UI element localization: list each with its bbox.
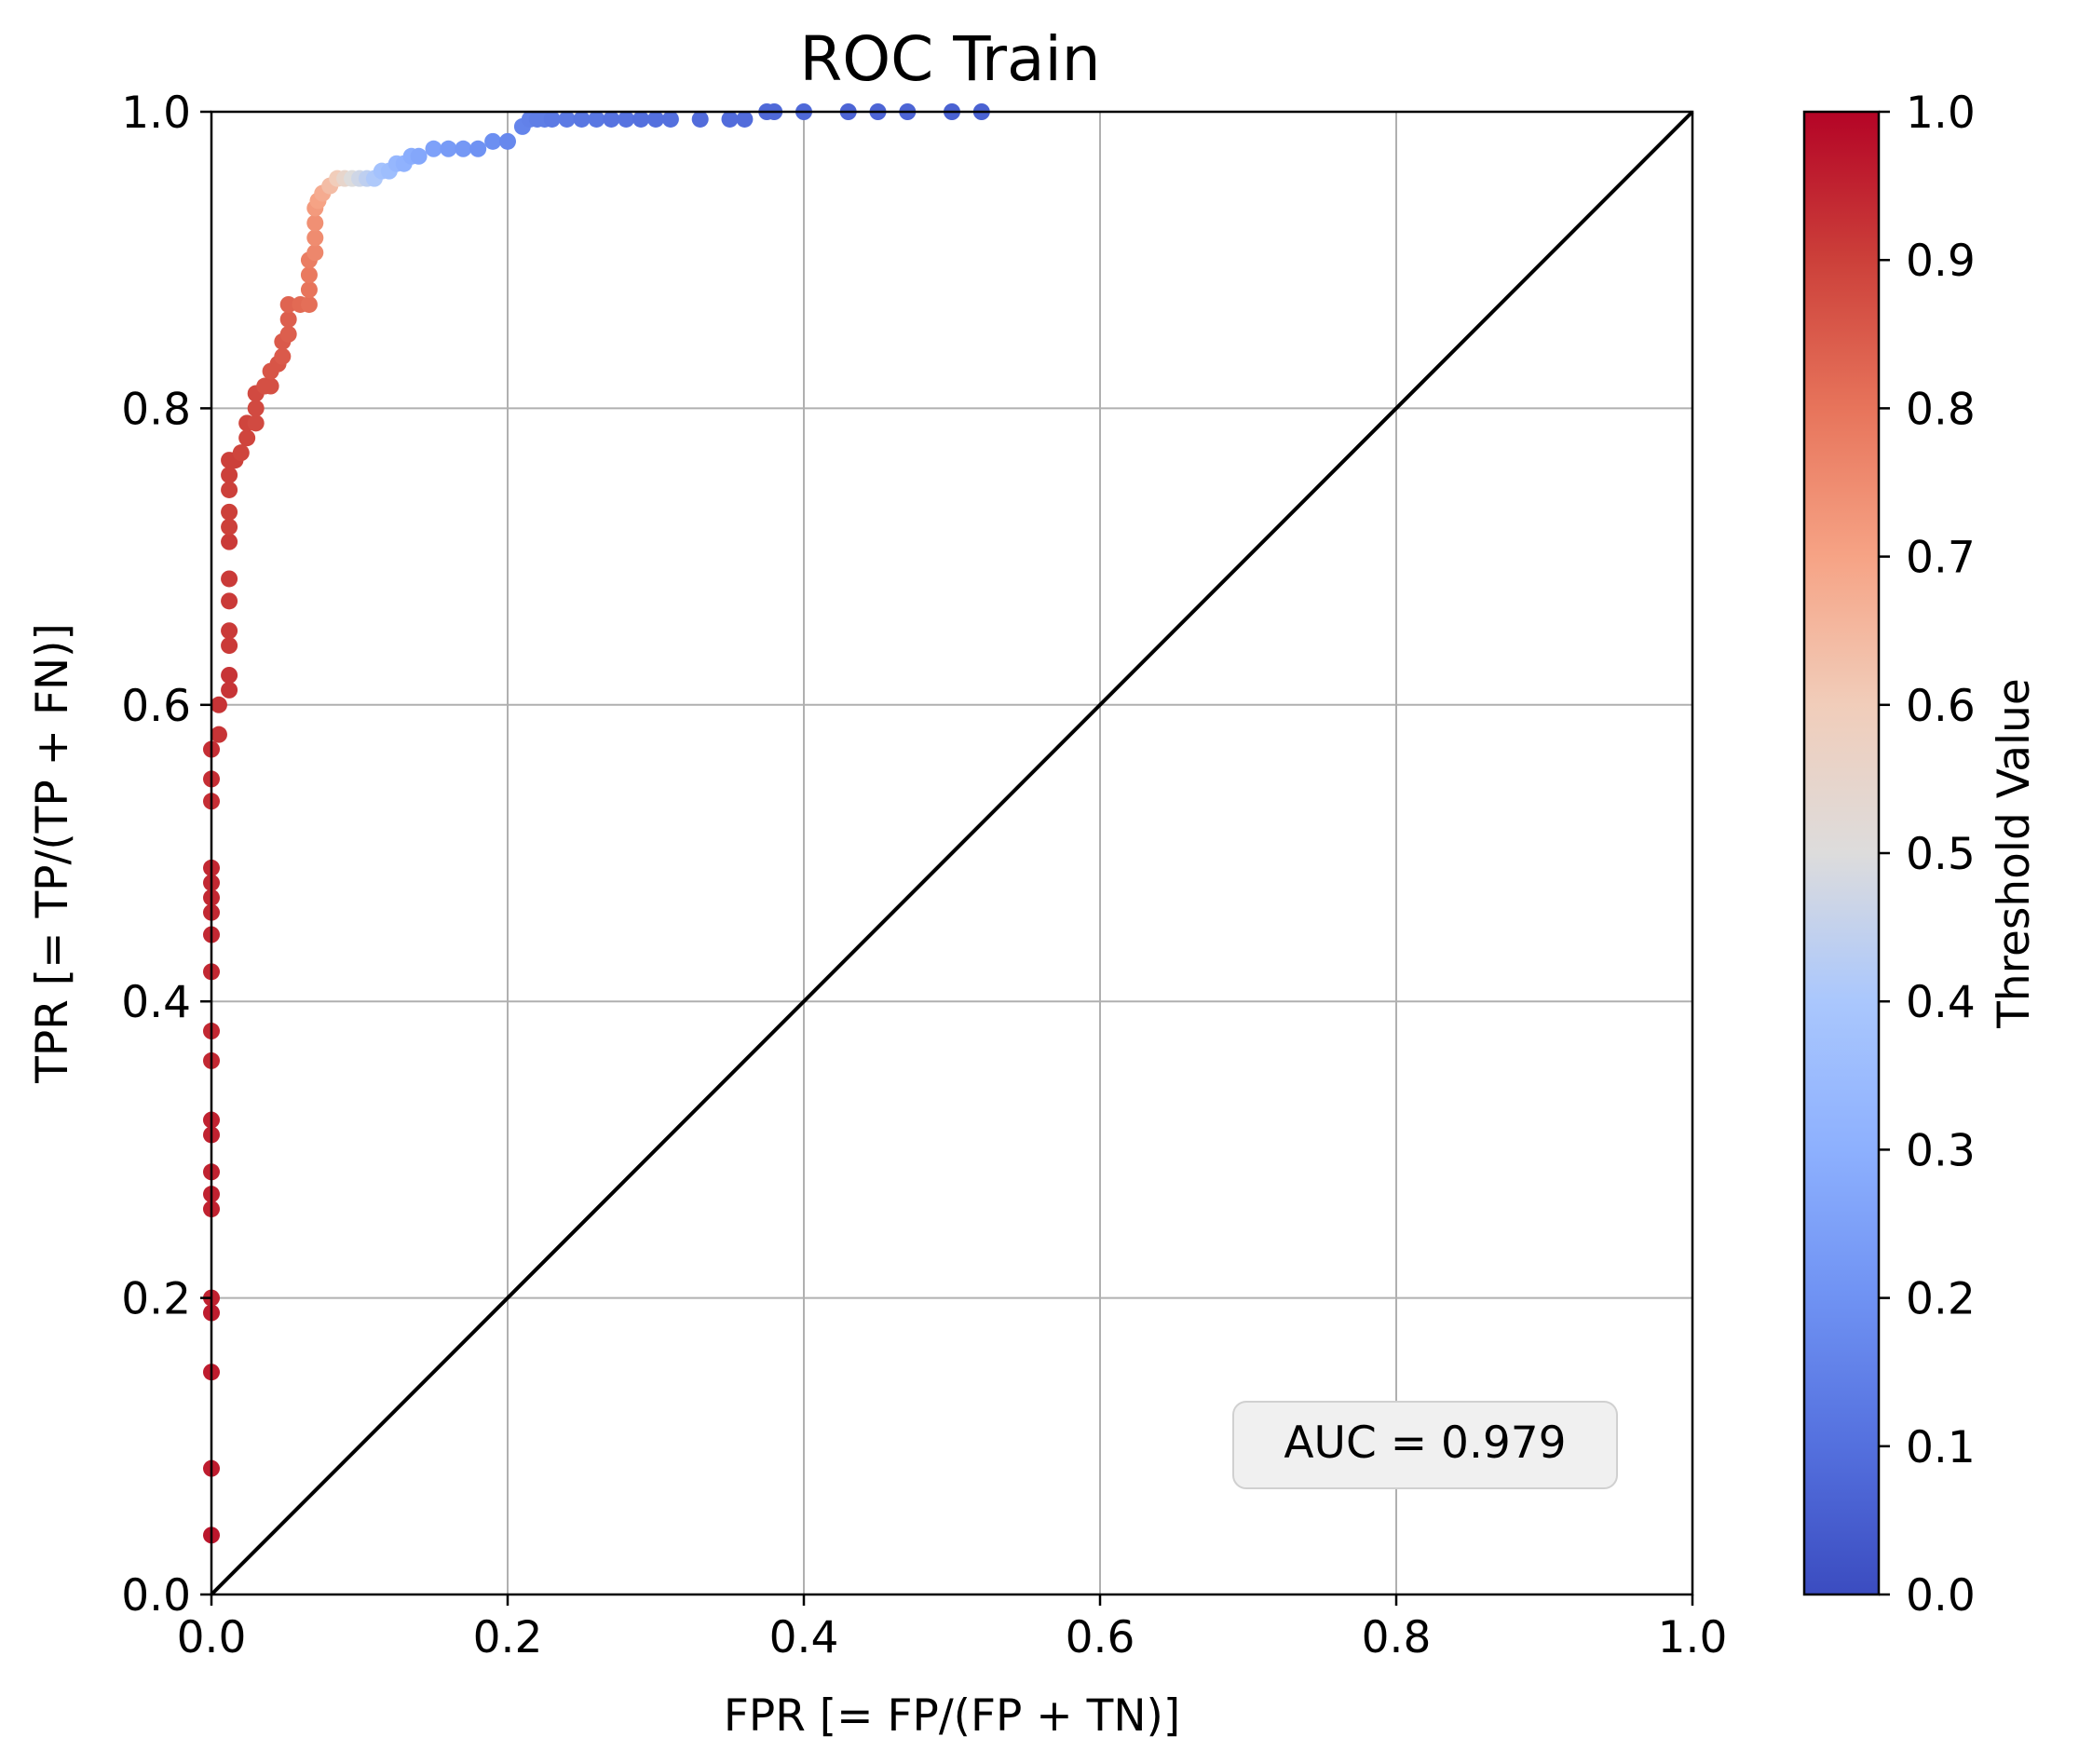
roc-point-52 [300, 295, 318, 313]
y-tick-label-2: 0.4 [121, 977, 191, 1028]
roc-point-93 [661, 110, 679, 128]
x-tick-label-5: 1.0 [1658, 1612, 1728, 1663]
roc-point-58 [306, 214, 324, 232]
roc-point-77 [455, 140, 472, 157]
roc-point-28 [221, 570, 238, 588]
x-tick-label-3: 0.6 [1066, 1612, 1135, 1663]
y-tick-label-5: 1.0 [121, 88, 191, 139]
colorbar-tick-label-10: 1.0 [1906, 88, 1976, 139]
roc-point-33 [221, 467, 238, 484]
roc-point-21 [210, 726, 227, 743]
roc-point-87 [573, 110, 591, 128]
roc-points [203, 103, 990, 1544]
roc-point-74 [410, 147, 428, 165]
colorbar-label: Threshold Value [1989, 678, 2040, 1029]
roc-point-88 [588, 110, 605, 128]
roc-point-94 [691, 110, 709, 128]
x-tick-label-1: 0.2 [473, 1612, 543, 1663]
roc-point-39 [247, 414, 265, 432]
y-tick-label-1: 0.2 [121, 1274, 191, 1325]
roc-point-31 [221, 503, 238, 521]
auc-annotation: AUC = 0.979 [1232, 1401, 1618, 1489]
y-tick-label-4: 0.8 [121, 384, 191, 435]
roc-point-92 [647, 110, 664, 128]
roc-point-27 [221, 592, 238, 610]
roc-point-24 [221, 666, 238, 684]
roc-point-26 [221, 622, 238, 640]
roc-point-29 [221, 533, 238, 550]
x-tick-label-2: 0.4 [769, 1612, 839, 1663]
colorbar-tick-label-0: 0.0 [1906, 1570, 1976, 1622]
roc-point-57 [306, 229, 324, 247]
colorbar-gradient [1802, 110, 1881, 1596]
roc-point-32 [221, 481, 238, 498]
x-axis-ticks: 0.0 0.2 0.4 0.6 0.8 1.0 [177, 1594, 1728, 1663]
y-tick-label-0: 0.0 [121, 1570, 191, 1622]
colorbar-tick-label-1: 0.1 [1906, 1422, 1976, 1473]
roc-point-25 [221, 637, 238, 655]
roc-point-53 [300, 281, 318, 299]
colorbar-tick-label-4: 0.4 [1906, 977, 1976, 1028]
roc-point-46 [274, 347, 292, 365]
chart-title: ROC Train [799, 23, 1100, 95]
roc-point-36 [232, 444, 250, 462]
roc-point-22 [210, 696, 227, 713]
roc-point-43 [262, 377, 279, 395]
colorbar-tick-label-5: 0.5 [1906, 829, 1976, 880]
x-tick-label-4: 0.8 [1362, 1612, 1432, 1663]
roc-point-54 [300, 266, 318, 284]
roc-point-23 [221, 681, 238, 699]
roc-point-85 [543, 110, 561, 128]
colorbar-tick-label-7: 0.7 [1906, 533, 1976, 584]
roc-point-91 [632, 110, 650, 128]
y-axis-label: TPR [= TP/(TP + FN)] [27, 623, 78, 1084]
roc-point-95 [721, 110, 739, 128]
y-axis-ticks: 0.0 0.2 0.4 0.6 0.8 1.0 [121, 88, 211, 1622]
roc-point-40 [247, 400, 265, 417]
roc-point-89 [603, 110, 620, 128]
plot-frame [210, 110, 1694, 1596]
colorbar-tick-label-2: 0.2 [1906, 1274, 1976, 1325]
colorbar-tick-label-3: 0.3 [1906, 1125, 1976, 1176]
roc-point-50 [279, 295, 297, 313]
x-axis-label: FPR [= FP/(FP + TN)] [724, 1690, 1180, 1742]
x-tick-label-0: 0.0 [177, 1612, 247, 1663]
reference-diagonal [210, 110, 1694, 1596]
y-tick-label-3: 0.6 [121, 681, 191, 732]
roc-point-49 [279, 310, 297, 328]
roc-point-96 [736, 110, 754, 128]
colorbar-tick-label-8: 0.8 [1906, 384, 1976, 435]
colorbar-ticks: 0.0 0.1 0.2 0.3 0.4 0.5 0.6 0.7 0.8 0.9 1.0 [1879, 88, 1976, 1622]
auc-text: AUC = 0.979 [1284, 1418, 1566, 1469]
auc-box [1232, 1401, 1618, 1489]
roc-point-80 [499, 132, 516, 150]
roc-point-48 [279, 325, 297, 343]
colorbar-tick-label-9: 0.9 [1906, 236, 1976, 287]
roc-point-75 [425, 140, 442, 157]
roc-point-37 [238, 429, 256, 447]
roc-point-86 [558, 110, 576, 128]
roc-point-78 [469, 140, 487, 157]
roc-point-30 [221, 518, 238, 536]
roc-point-90 [618, 110, 635, 128]
roc-point-76 [440, 140, 457, 157]
roc-point-56 [306, 244, 324, 262]
colorbar-tick-label-6: 0.6 [1906, 681, 1976, 732]
roc-point-79 [484, 132, 502, 150]
colorbar: 0.0 0.1 0.2 0.3 0.4 0.5 0.6 0.7 0.8 0.9 1.0 Thresh… [1802, 88, 2040, 1622]
